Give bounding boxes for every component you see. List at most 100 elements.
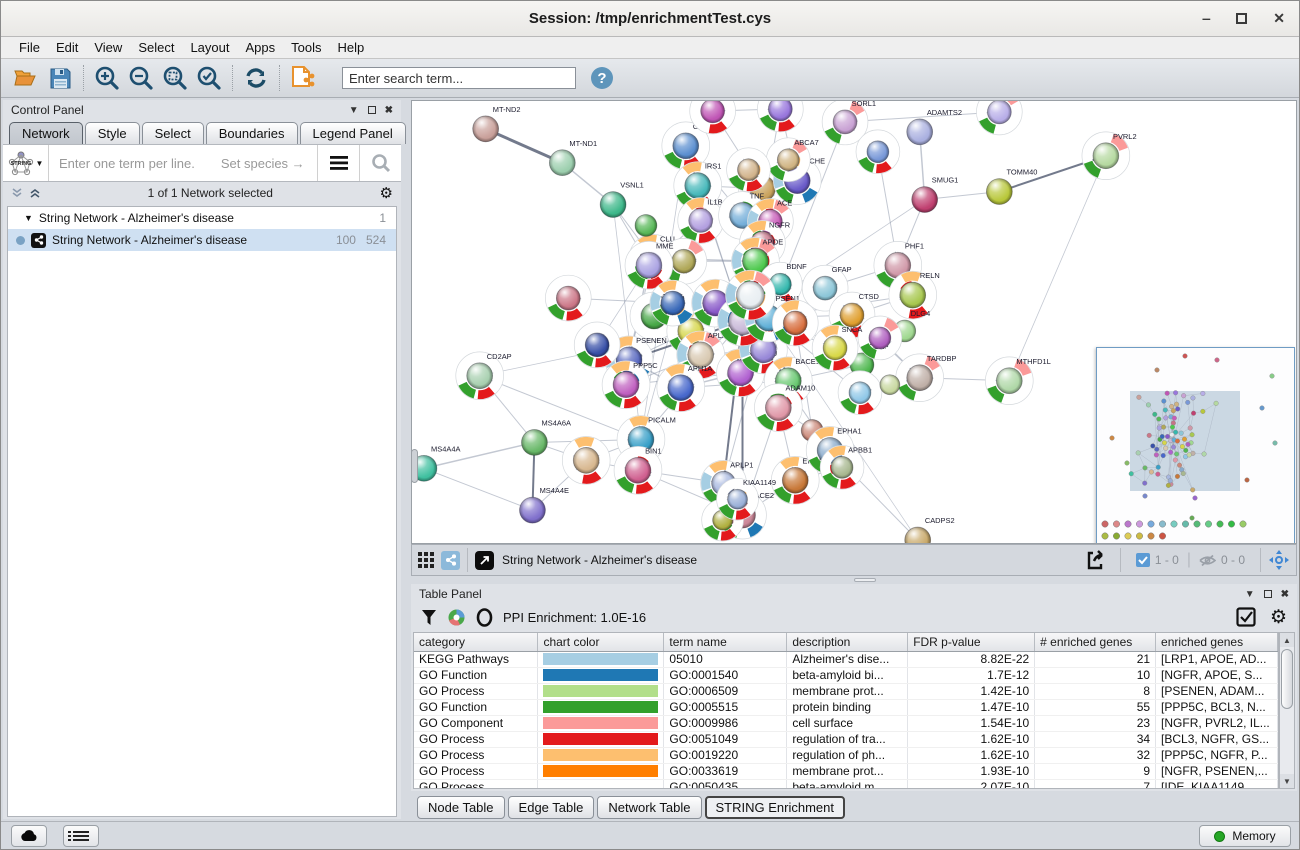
- export-network-button[interactable]: [1085, 549, 1107, 571]
- settings-gear-icon[interactable]: ⚙: [1269, 606, 1287, 628]
- tab-legend-panel[interactable]: Legend Panel: [299, 122, 406, 144]
- network-node-ms4a6a[interactable]: MS4A6A: [521, 419, 572, 456]
- column-header-category[interactable]: category: [414, 633, 539, 652]
- network-node-gab2[interactable]: GAB2: [661, 121, 713, 171]
- network-node[interactable]: [726, 147, 771, 192]
- network-collection-row[interactable]: ▼ String Network - Alzheimer's disease 1: [8, 207, 396, 229]
- table-row[interactable]: GO Process GO:0006509 membrane prot... 1.42…: [414, 683, 1278, 700]
- minimize-icon[interactable]: ‒: [1202, 10, 1211, 26]
- network-node[interactable]: [561, 436, 611, 485]
- table-row[interactable]: GO Process GO:0033619 membrane prot... 1.93…: [414, 763, 1278, 780]
- tab-select[interactable]: Select: [141, 122, 204, 144]
- network-node[interactable]: [545, 274, 592, 322]
- network-node[interactable]: [573, 321, 621, 369]
- menu-help[interactable]: Help: [337, 40, 365, 55]
- network-node-cadps2[interactable]: CADPS2: [904, 516, 955, 543]
- scroll-down-icon[interactable]: ▼: [1280, 774, 1294, 788]
- gear-icon[interactable]: ⚙: [379, 184, 393, 202]
- save-session-button[interactable]: [43, 62, 77, 94]
- network-node-tardbp[interactable]: TARDBP: [895, 353, 957, 402]
- network-node[interactable]: [649, 279, 697, 327]
- select-columns-icon[interactable]: [1236, 607, 1256, 627]
- menu-select[interactable]: Select: [138, 40, 175, 55]
- memory-button[interactable]: Memory: [1199, 825, 1291, 847]
- string-share-icon[interactable]: [441, 550, 460, 570]
- network-node-smug1[interactable]: SMUG1: [911, 176, 959, 213]
- panel-close-icon[interactable]: ✖: [384, 104, 393, 116]
- set-species-label[interactable]: Set species →: [220, 155, 305, 171]
- open-file-button[interactable]: [9, 62, 43, 94]
- maximize-icon[interactable]: [1236, 12, 1248, 24]
- birdseye-toggle-button[interactable]: [1268, 549, 1290, 571]
- filter-icon[interactable]: [421, 609, 437, 626]
- column-header-enriched-genes[interactable]: enriched genes: [1155, 633, 1278, 652]
- network-node[interactable]: [634, 214, 658, 237]
- column-header-term-name[interactable]: term name: [663, 633, 788, 652]
- close-icon[interactable]: ✕: [1273, 10, 1285, 26]
- network-node-epha5[interactable]: EPHA5: [771, 456, 827, 505]
- table-row[interactable]: GO Component GO:0009986 cell surface 1.54E-…: [414, 715, 1278, 732]
- network-node[interactable]: [976, 101, 1023, 136]
- menu-edit[interactable]: Edit: [55, 40, 79, 55]
- refresh-button[interactable]: [239, 62, 273, 94]
- network-row-selected[interactable]: String Network - Alzheimer's disease 100…: [8, 229, 396, 251]
- panel-close-icon[interactable]: ✖: [1280, 588, 1289, 600]
- table-row[interactable]: KEGG Pathways 05010 Alzheimer's dise... 8.8…: [414, 651, 1278, 668]
- scroll-up-icon[interactable]: ▲: [1280, 633, 1294, 647]
- grid-view-icon[interactable]: [418, 552, 434, 568]
- task-list-button[interactable]: [63, 825, 99, 847]
- network-node-adamts2[interactable]: ADAMTS2: [906, 108, 962, 146]
- chart-color-icon[interactable]: [447, 608, 466, 627]
- zoom-in-button[interactable]: [90, 62, 124, 94]
- network-node-il1b[interactable]: IL1B: [677, 197, 724, 244]
- string-options-button[interactable]: [317, 145, 359, 181]
- panel-float-icon[interactable]: [1263, 590, 1272, 598]
- network-node[interactable]: [857, 315, 903, 361]
- network-node-ms4a4a[interactable]: MS4A4A: [412, 444, 461, 482]
- table-row[interactable]: GO Function GO:0005515 protein binding 1.47…: [414, 699, 1278, 716]
- selected-checkbox-icon[interactable]: [1135, 553, 1150, 567]
- clear-color-icon[interactable]: [476, 607, 493, 627]
- network-node[interactable]: [772, 299, 819, 347]
- network-scroll-handle[interactable]: [412, 449, 418, 483]
- network-node[interactable]: [757, 101, 804, 133]
- network-node[interactable]: [855, 129, 901, 175]
- panel-splitter[interactable]: [411, 576, 1297, 584]
- network-node-pvrl2[interactable]: PVRL2: [1081, 131, 1137, 180]
- network-node-kiaa1149[interactable]: KIAA1149: [716, 477, 776, 521]
- birdseye-view[interactable]: [1096, 347, 1295, 543]
- table-row[interactable]: GO Process GO:0051049 regulation of tra...…: [414, 731, 1278, 748]
- tab-edge-table[interactable]: Edge Table: [507, 796, 595, 819]
- column-header--enriched-genes[interactable]: # enriched genes: [1034, 633, 1157, 652]
- table-row[interactable]: GO Process GO:0019220 regulation of ph... 1…: [414, 747, 1278, 764]
- column-header-chart-color[interactable]: chart color: [537, 633, 665, 652]
- string-term-input[interactable]: Enter one term per line. Set species →: [49, 156, 317, 171]
- network-graph[interactable]: MT-ND2 MT-ND1 VSNL1 GAB2 SORL1 ADAMTS2 PVRL2 TO…: [412, 101, 1296, 543]
- eye-off-icon[interactable]: [1199, 554, 1216, 567]
- zoom-selected-button[interactable]: [192, 62, 226, 94]
- tab-node-table[interactable]: Node Table: [417, 796, 505, 819]
- menu-apps[interactable]: Apps: [245, 40, 276, 55]
- string-search-button[interactable]: [359, 145, 401, 181]
- network-node-mme[interactable]: MME: [624, 241, 673, 290]
- menu-view[interactable]: View: [94, 40, 123, 55]
- open-in-window-icon[interactable]: [475, 550, 494, 570]
- menu-layout[interactable]: Layout: [190, 40, 230, 55]
- network-node[interactable]: [879, 374, 901, 396]
- table-row[interactable]: GO Function GO:0001540 beta-amyloid bi... 1…: [414, 667, 1278, 684]
- tree-expand-icon[interactable]: ▼: [24, 213, 33, 223]
- menu-tools[interactable]: Tools: [291, 40, 322, 55]
- zoom-fit-button[interactable]: [158, 62, 192, 94]
- tab-string-enrichment[interactable]: STRING Enrichment: [704, 796, 845, 819]
- network-node-gfap[interactable]: GFAP: [801, 264, 852, 312]
- network-node-sorl1[interactable]: SORL1: [821, 101, 876, 146]
- expand-all-icon[interactable]: [11, 187, 23, 199]
- network-node-vsnl1[interactable]: VSNL1: [599, 181, 644, 218]
- network-node-cdk5[interactable]: CDK5: [849, 342, 888, 378]
- network-node-aph1a[interactable]: APH1A: [656, 363, 712, 412]
- tab-style[interactable]: Style: [84, 122, 140, 144]
- network-node[interactable]: [725, 269, 776, 321]
- menu-file[interactable]: File: [19, 40, 40, 55]
- network-node-bin1[interactable]: BIN1: [613, 446, 663, 495]
- network-node-adam10[interactable]: ADAM10: [754, 383, 815, 432]
